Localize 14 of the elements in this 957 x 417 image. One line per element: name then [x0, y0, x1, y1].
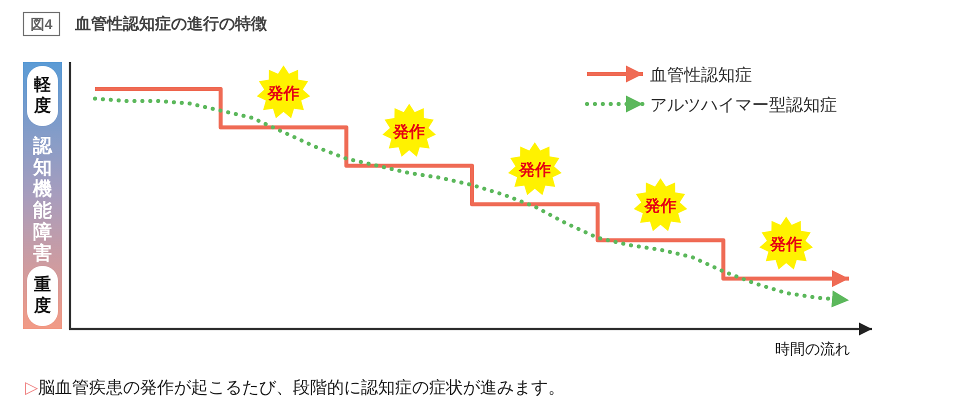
- annotation: 発作: [392, 122, 426, 141]
- chart-title: 血管性認知症の進行の特徴: [74, 15, 268, 33]
- legend-label: アルツハイマー型認知症: [650, 96, 837, 114]
- caption: 図4: [30, 16, 53, 32]
- y-axis-title: 認知機能障害: [32, 135, 53, 264]
- annotation: 発作: [518, 161, 551, 180]
- annotation: 発作: [644, 197, 676, 216]
- text: ▷脳血管疾患の発作が起こるたび、段階的に認知症の症状が進みます。: [25, 378, 566, 397]
- annotation: 発作: [769, 236, 802, 254]
- legend-label: 血管性認知症: [650, 66, 752, 84]
- text: 軽度: [33, 75, 52, 115]
- text: 重度: [33, 275, 51, 315]
- x-axis-title: 時間の流れ: [775, 341, 850, 358]
- annotation: 発作: [266, 84, 300, 102]
